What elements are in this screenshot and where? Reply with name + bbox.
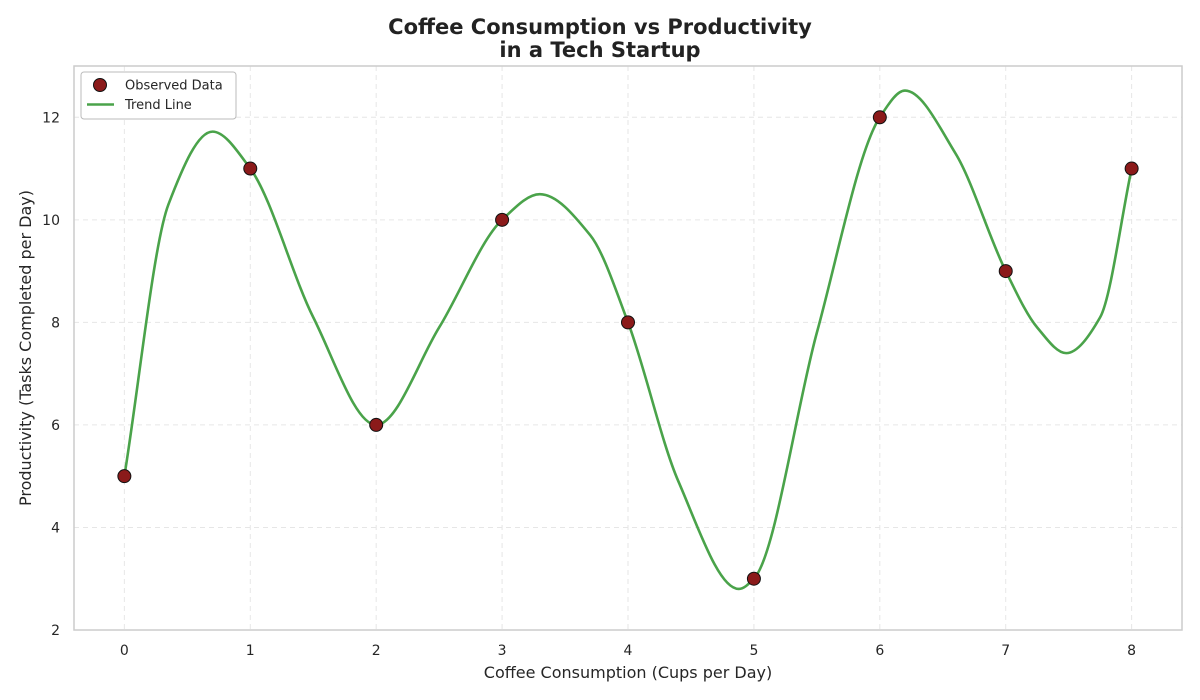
x-tick-label: 4	[624, 643, 633, 659]
data-point	[1124, 161, 1139, 176]
data-point	[369, 417, 384, 432]
data-point	[621, 315, 635, 330]
y-tick-label: 2	[51, 623, 60, 639]
data-point	[998, 264, 1013, 279]
y-tick-label: 12	[42, 110, 60, 126]
legend-marker-observed	[93, 78, 107, 92]
trend-line	[123, 89, 1133, 591]
chart-title: Coffee Consumption vs Productivity in a T…	[388, 15, 812, 62]
y-tick-label: 6	[51, 418, 60, 434]
legend-label-trend: Trend Line	[124, 98, 192, 113]
x-tick-label: 1	[246, 643, 255, 659]
legend-box	[80, 71, 237, 120]
y-tick-label: 8	[51, 315, 60, 331]
y-tick-label: 4	[51, 520, 60, 536]
data-point	[872, 110, 887, 125]
x-ticks: 0 1 2 3 4 5 6 7 8	[120, 643, 1136, 659]
x-tick-label: 6	[875, 643, 884, 659]
legend-label-observed: Observed Data	[125, 79, 223, 94]
plot-frame	[73, 65, 1183, 631]
x-tick-label: 3	[498, 643, 507, 659]
x-tick-label: 8	[1127, 643, 1136, 659]
y-tick-label: 10	[42, 213, 60, 229]
x-axis-label: Coffee Consumption (Cups per Day)	[484, 663, 772, 682]
data-point	[746, 571, 761, 586]
y-axis-label: Productivity (Tasks Completed per Day)	[16, 190, 35, 506]
x-tick-label: 2	[372, 643, 381, 659]
data-point	[117, 469, 132, 484]
x-tick-label: 0	[120, 643, 129, 659]
chart-title-line: Coffee Consumption vs Productivity	[388, 15, 812, 39]
chart-title-line: in a Tech Startup	[499, 38, 700, 62]
legend: Observed Data Trend Line	[80, 71, 237, 120]
data-point	[495, 212, 510, 227]
x-tick-label: 7	[1001, 643, 1010, 659]
y-ticks: 2 4 6 8 10 12	[42, 110, 60, 639]
points-layer	[117, 110, 1139, 586]
x-tick-label: 5	[749, 643, 758, 659]
data-point	[243, 161, 258, 176]
